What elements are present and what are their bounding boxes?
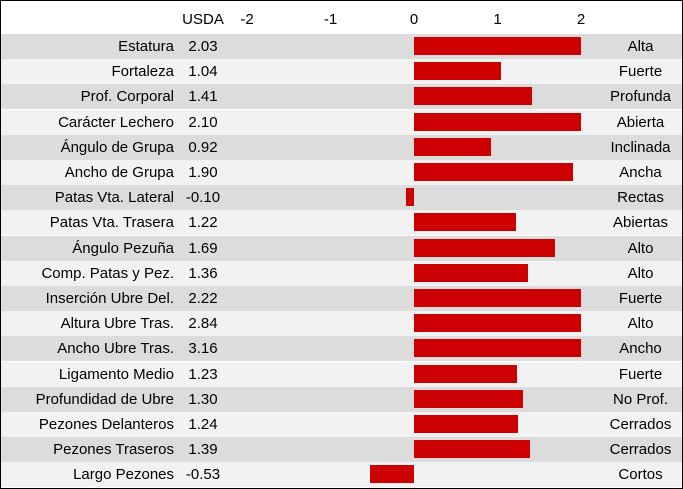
- trait-label: Patas Vta. Trasera: [49, 214, 174, 232]
- trait-bar: [414, 62, 501, 81]
- usda-value: 3.16: [188, 340, 218, 358]
- trait-bar: [414, 112, 581, 131]
- trait-bar: [414, 163, 573, 181]
- trait-label: Profundidad de Ubre: [35, 390, 174, 408]
- trait-descriptor: Alto: [627, 239, 654, 257]
- trait-bar: [414, 238, 556, 257]
- trait-descriptor: Alto: [627, 315, 654, 333]
- trait-label: Carácter Lechero: [58, 113, 174, 131]
- trait-label: Estatura: [118, 38, 174, 55]
- trait-row: Carácter Lechero 2.10 Abierta: [1, 109, 682, 135]
- trait-row: Inserción Ubre Del. 2.22 Fuerte: [1, 286, 682, 311]
- trait-label: Ancho Ubre Tras.: [57, 340, 174, 358]
- trait-label: Comp. Patas y Pez.: [41, 264, 174, 282]
- trait-descriptor: Alto: [627, 264, 654, 282]
- trait-label: Largo Pezones: [73, 466, 174, 484]
- trait-bar: [414, 289, 581, 307]
- trait-descriptor: Ancho: [619, 340, 662, 358]
- trait-label: Fortaleza: [111, 63, 174, 81]
- trait-row: Patas Vta. Lateral -0.10 Rectas: [1, 185, 682, 211]
- x-tick-label: -2: [240, 11, 254, 28]
- x-tick-label: -1: [323, 11, 338, 28]
- trait-descriptor: Abiertas: [612, 214, 669, 232]
- trait-label: Ángulo Pezuña: [72, 239, 174, 257]
- trait-row: Altura Ubre Tras. 2.84 Alto: [1, 311, 682, 337]
- trait-bar: [414, 87, 532, 106]
- usda-value: -0.53: [185, 466, 221, 484]
- trait-bar: [414, 263, 528, 282]
- trait-row: Patas Vta. Trasera 1.22 Abiertas: [1, 210, 682, 236]
- x-tick-label: 0: [409, 11, 419, 28]
- usda-value: 1.36: [188, 264, 218, 282]
- trait-descriptor: Inclinada: [610, 138, 671, 156]
- trait-row: Profundidad de Ubre 1.30 No Prof.: [1, 386, 682, 412]
- usda-value: 1.22: [188, 214, 218, 232]
- trait-row: Comp. Patas y Pez. 1.36 Alto: [1, 260, 682, 286]
- chart-header: USDA -2 -1 0 1 2: [1, 7, 682, 33]
- trait-descriptor: Cerrados: [609, 416, 672, 433]
- trait-bar: [414, 339, 581, 358]
- usda-value: 1.39: [188, 441, 218, 459]
- x-tick-label: 1: [493, 11, 502, 28]
- trait-label: Altura Ubre Tras.: [60, 315, 174, 333]
- trait-descriptor: No Prof.: [612, 390, 669, 408]
- trait-row: Pezones Traseros 1.39 Cerrados: [1, 437, 682, 463]
- x-tick-label: 2: [576, 11, 586, 28]
- trait-row: Ligamento Medio 1.23 Fuerte: [1, 361, 682, 387]
- trait-label: Patas Vta. Lateral: [54, 189, 174, 207]
- trait-bar: [414, 37, 581, 55]
- trait-row: Fortaleza 1.04 Fuerte: [1, 59, 682, 85]
- usda-value: -0.10: [185, 189, 221, 207]
- trait-descriptor: Fuerte: [618, 290, 663, 307]
- usda-value: 1.41: [188, 88, 218, 106]
- usda-value: 1.23: [188, 365, 218, 383]
- trait-label: Pezones Traseros: [53, 441, 174, 459]
- trait-descriptor: Abierta: [616, 113, 665, 131]
- usda-value: 2.10: [188, 113, 218, 131]
- trait-descriptor: Cortos: [618, 466, 663, 484]
- trait-row: Ancho Ubre Tras. 3.16 Ancho: [1, 336, 682, 362]
- usda-value: 1.04: [188, 63, 218, 81]
- trait-bar: [414, 440, 531, 459]
- trait-bar: [414, 364, 517, 383]
- usda-value: 2.84: [188, 315, 218, 333]
- trait-descriptor: Rectas: [617, 189, 664, 207]
- trait-bar: [414, 389, 523, 408]
- usda-value: 1.24: [188, 416, 218, 433]
- trait-row: Largo Pezones -0.53 Cortos: [1, 462, 682, 488]
- trait-bar: [414, 213, 516, 232]
- trait-row: Ángulo Pezuña 1.69 Alto: [1, 235, 682, 261]
- usda-value: 1.90: [188, 164, 218, 181]
- usda-value: 1.30: [188, 390, 218, 408]
- trait-row: Ángulo de Grupa 0.92 Inclinada: [1, 134, 682, 160]
- trait-label: Prof. Corporal: [80, 88, 174, 106]
- trait-label: Pezones Delanteros: [38, 416, 174, 433]
- trait-label: Ligamento Medio: [58, 365, 174, 383]
- trait-descriptor: Fuerte: [618, 63, 663, 81]
- trait-label: Inserción Ubre Del.: [45, 290, 174, 307]
- trait-descriptor: Profunda: [610, 88, 671, 106]
- usda-value: 2.22: [188, 290, 218, 307]
- trait-row: Ancho de Grupa 1.90 Ancha: [1, 160, 682, 185]
- usda-value: 1.69: [188, 239, 218, 257]
- trait-descriptor: Fuerte: [618, 365, 663, 383]
- usda-value: 0.92: [188, 138, 218, 156]
- trait-bar: [414, 415, 518, 433]
- trait-descriptor: Cerrados: [609, 441, 672, 459]
- trait-bar: [414, 314, 581, 333]
- trait-descriptor: Alta: [627, 38, 654, 55]
- trait-bar: [405, 188, 414, 207]
- trait-label: Ángulo de Grupa: [60, 138, 174, 156]
- usda-column-header: USDA: [182, 11, 224, 28]
- usda-value: 2.03: [188, 38, 218, 55]
- trait-row: Estatura 2.03 Alta: [1, 34, 682, 59]
- trait-row: Pezones Delanteros 1.24 Cerrados: [1, 412, 682, 437]
- trait-descriptor: Ancha: [619, 164, 662, 181]
- trait-bar: [369, 465, 414, 484]
- trait-row: Prof. Corporal 1.41 Profunda: [1, 84, 682, 110]
- trait-bar: [414, 137, 491, 156]
- trait-label: Ancho de Grupa: [64, 164, 174, 181]
